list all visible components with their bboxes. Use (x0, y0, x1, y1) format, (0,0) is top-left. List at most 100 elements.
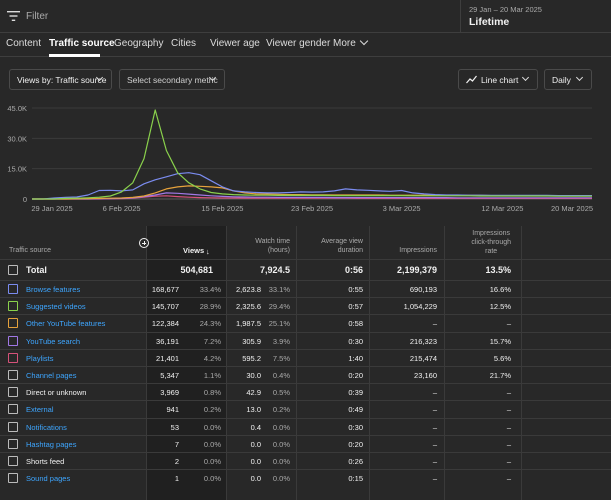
traffic-source-link[interactable]: Channel pages (26, 371, 77, 380)
avg-duration-value: 0:26 (348, 457, 363, 466)
views-by-label: Views by: Traffic source (17, 75, 107, 85)
views-value: 122,384 (151, 319, 179, 329)
ctr-value: – (506, 439, 511, 449)
table-row[interactable]: Other YouTube features 122,384 24.3% 1,987.… (0, 314, 611, 331)
views-percent: 1.1% (203, 371, 221, 380)
table-row[interactable]: Notifications 53 0.0% 0.4 0.0% 0:30 – – (0, 417, 611, 435)
traffic-source-link[interactable]: Sound pages (26, 474, 71, 484)
avg-duration-value: 0:20 (348, 371, 363, 380)
row-checkbox[interactable] (8, 284, 18, 294)
sort-down-icon[interactable]: ↓ (206, 247, 210, 256)
header-watch-time[interactable]: Watch time (hours) (255, 237, 290, 255)
ctr-value: – (506, 319, 511, 329)
avg-duration-value: 0:55 (348, 285, 363, 294)
row-checkbox[interactable] (8, 335, 18, 346)
watch-time-value: 305.9 (242, 336, 261, 346)
tab-content[interactable]: Content (6, 38, 42, 49)
views-value: 1 (174, 474, 179, 484)
tab-viewer-gender[interactable]: Viewer gender (266, 38, 331, 49)
column-divider (146, 226, 147, 500)
views-value: 21,401 (156, 353, 179, 363)
ctr-value: – (506, 474, 511, 484)
chart-type-dropdown[interactable]: Line chart (458, 69, 538, 90)
interval-dropdown[interactable]: Daily (544, 69, 592, 90)
impressions-value: 23,160 (414, 371, 437, 380)
watch-time-percent: 7.5% (272, 353, 290, 363)
select-all-checkbox[interactable] (8, 265, 18, 275)
ctr-value: – (506, 457, 511, 466)
traffic-source-link[interactable]: Hashtag pages (26, 439, 77, 449)
traffic-source-link[interactable]: Playlists (26, 353, 54, 363)
row-checkbox[interactable] (8, 456, 18, 466)
row-checkbox[interactable] (8, 370, 18, 380)
header-avg-duration-line2: duration (337, 247, 363, 254)
views-percent: 33.4% (199, 285, 221, 294)
column-divider (296, 226, 297, 500)
header-avg-duration[interactable]: Average view duration (321, 237, 363, 255)
watch-time-value: 30.0 (246, 371, 261, 380)
tab-more-label: More (333, 38, 356, 49)
total-avg-duration: 0:56 (344, 265, 363, 275)
column-divider (226, 226, 227, 500)
avg-duration-value: 0:30 (348, 422, 363, 432)
row-checkbox[interactable] (8, 301, 18, 312)
views-by-dropdown[interactable]: Views by: Traffic source (9, 69, 112, 90)
traffic-source-link[interactable]: YouTube search (26, 336, 81, 346)
tab-traffic-source[interactable]: Traffic source (49, 38, 115, 49)
table-row[interactable]: Playlists 21,401 4.2% 595.2 7.5% 1:40 215,474 5… (0, 348, 611, 366)
tab-geography[interactable]: Geography (114, 38, 164, 49)
filter-input[interactable]: Filter (26, 11, 49, 22)
total-views: 504,681 (180, 265, 213, 275)
header-traffic-source[interactable]: Traffic source (9, 247, 52, 254)
total-ctr: 13.5% (485, 265, 511, 275)
traffic-line-chart: 45.0K 30.0K 15.0K 0 29 Jan 2025 6 Feb 2025 15 … (7, 104, 593, 213)
watch-time-percent: 0.0% (272, 422, 290, 432)
series-line (32, 109, 592, 200)
table-row[interactable]: Browse features 168,677 33.4% 2,623.8 33.1% 0… (0, 280, 611, 297)
table-row[interactable]: Sound pages 1 0.0% 0.0 0.0% 0:15 – – (0, 469, 611, 486)
traffic-source-link[interactable]: Notifications (26, 422, 67, 432)
tab-cities[interactable]: Cities (171, 38, 197, 49)
date-range-picker[interactable]: 29 Jan – 20 Mar 2025 Lifetime (460, 0, 611, 33)
traffic-source-link[interactable]: Browse features (26, 285, 81, 294)
y-tick-label: 0 (23, 195, 27, 204)
views-value: 168,677 (151, 285, 179, 294)
row-checkbox[interactable] (8, 473, 18, 484)
watch-time-value: 0.0 (250, 457, 261, 466)
table-header: Traffic source Views ↓ Watch time (hours… (0, 226, 611, 259)
traffic-source-link[interactable]: Other YouTube features (26, 319, 106, 329)
table-row[interactable]: Suggested videos 145,707 28.9% 2,325.6 29.4%… (0, 297, 611, 314)
row-checkbox[interactable] (8, 404, 18, 415)
chevron-down-icon (575, 73, 584, 82)
table-row[interactable]: Shorts feed 2 0.0% 0.0 0.0% 0:26 – – (0, 452, 611, 469)
table-row[interactable]: Hashtag pages 7 0.0% 0.0 0.0% 0:20 – – (0, 434, 611, 452)
table-row[interactable]: YouTube search 36,191 7.2% 305.9 3.9% 0:30 216… (0, 331, 611, 349)
line-chart-icon (466, 75, 477, 84)
row-checkbox[interactable] (8, 438, 18, 449)
table-row[interactable]: Channel pages 5,347 1.1% 30.0 0.4% 0:20 23,160… (0, 366, 611, 383)
row-checkbox[interactable] (8, 352, 18, 363)
traffic-source-link[interactable]: External (26, 405, 54, 415)
table-row[interactable]: Direct or unknown 3,969 0.8% 42.9 0.5% 0:39 – – (0, 383, 611, 400)
watch-time-percent: 0.5% (272, 388, 290, 398)
row-checkbox[interactable] (8, 387, 18, 398)
header-impressions[interactable]: Impressions (399, 247, 437, 254)
ctr-value: 5.6% (493, 353, 511, 363)
views-value: 36,191 (156, 336, 179, 346)
impressions-value: 1,054,229 (403, 302, 437, 312)
filter-icon[interactable] (7, 10, 20, 22)
views-percent: 0.0% (203, 439, 221, 449)
secondary-metric-dropdown[interactable]: Select secondary metric (119, 69, 225, 90)
column-divider (444, 226, 445, 500)
table-row[interactable]: External 941 0.2% 13.0 0.2% 0:49 – – (0, 400, 611, 417)
add-column-icon[interactable] (139, 238, 149, 248)
tab-more[interactable]: More (333, 36, 369, 49)
row-checkbox[interactable] (8, 318, 18, 329)
traffic-source-link[interactable]: Suggested videos (26, 302, 86, 312)
tab-viewer-age[interactable]: Viewer age (210, 38, 260, 49)
header-ctr[interactable]: Impressions click-through rate (471, 229, 511, 256)
x-tick-label: 15 Feb 2025 (201, 204, 243, 213)
row-checkbox[interactable] (8, 421, 18, 432)
header-views[interactable]: Views (183, 246, 205, 255)
views-value: 2 (174, 457, 179, 466)
